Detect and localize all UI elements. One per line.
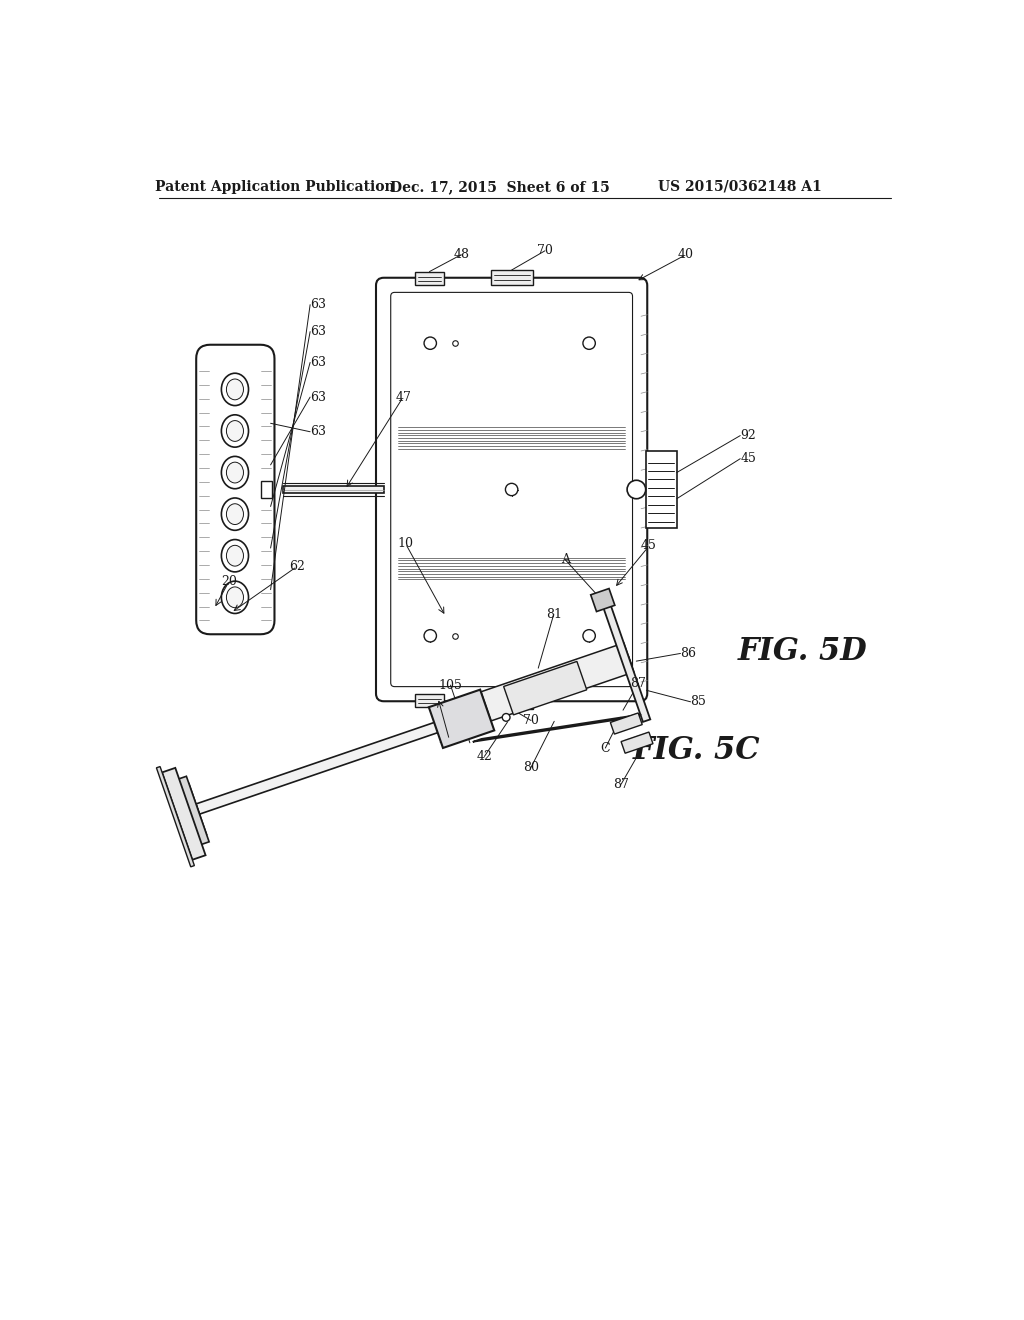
Ellipse shape <box>226 545 244 566</box>
Circle shape <box>627 480 646 499</box>
Ellipse shape <box>221 457 249 488</box>
Ellipse shape <box>221 374 249 405</box>
Ellipse shape <box>226 504 244 524</box>
Circle shape <box>424 337 436 350</box>
Text: 10: 10 <box>397 537 414 550</box>
Bar <box>261 480 272 498</box>
Ellipse shape <box>221 540 249 572</box>
Ellipse shape <box>226 587 244 607</box>
Polygon shape <box>591 589 614 611</box>
Text: 106: 106 <box>437 734 462 746</box>
Text: 70: 70 <box>537 244 553 257</box>
Text: 63: 63 <box>310 298 326 312</box>
Polygon shape <box>177 776 209 845</box>
Text: 48: 48 <box>454 248 469 261</box>
Ellipse shape <box>221 581 249 614</box>
Text: 87: 87 <box>613 777 629 791</box>
Polygon shape <box>283 486 384 494</box>
Polygon shape <box>196 656 632 814</box>
Text: 85: 85 <box>690 696 707 709</box>
Polygon shape <box>622 733 653 754</box>
Text: 87: 87 <box>631 677 646 690</box>
Text: C: C <box>600 742 610 755</box>
Circle shape <box>583 630 595 642</box>
Ellipse shape <box>226 462 244 483</box>
Ellipse shape <box>226 421 244 441</box>
Polygon shape <box>602 603 650 722</box>
Text: FIG. 5C: FIG. 5C <box>633 735 760 766</box>
Text: A: A <box>561 553 569 566</box>
Text: 80: 80 <box>523 762 539 774</box>
Polygon shape <box>429 689 495 748</box>
FancyBboxPatch shape <box>391 293 633 686</box>
Text: 20: 20 <box>221 576 237 589</box>
Ellipse shape <box>226 379 244 400</box>
Polygon shape <box>504 661 587 715</box>
Text: 63: 63 <box>310 325 326 338</box>
Text: 63: 63 <box>310 391 326 404</box>
Text: 45: 45 <box>740 453 756 465</box>
Polygon shape <box>157 767 195 867</box>
Ellipse shape <box>221 498 249 531</box>
Circle shape <box>502 714 510 721</box>
Circle shape <box>583 337 595 350</box>
Polygon shape <box>415 272 444 285</box>
Text: FIG. 5D: FIG. 5D <box>737 636 867 667</box>
Text: US 2015/0362148 A1: US 2015/0362148 A1 <box>658 180 822 194</box>
Circle shape <box>424 630 436 642</box>
Text: 92: 92 <box>740 429 756 442</box>
Text: 63: 63 <box>310 425 326 438</box>
Text: 42: 42 <box>476 750 493 763</box>
Polygon shape <box>415 693 444 708</box>
Text: Dec. 17, 2015  Sheet 6 of 15: Dec. 17, 2015 Sheet 6 of 15 <box>390 180 610 194</box>
FancyBboxPatch shape <box>376 277 647 701</box>
Text: Patent Application Publication: Patent Application Publication <box>156 180 395 194</box>
Text: 62: 62 <box>289 560 305 573</box>
Text: 45: 45 <box>641 540 657 553</box>
Polygon shape <box>646 451 677 528</box>
Ellipse shape <box>221 414 249 447</box>
FancyBboxPatch shape <box>197 345 274 635</box>
Polygon shape <box>490 693 534 709</box>
Polygon shape <box>490 271 534 285</box>
Circle shape <box>506 483 518 495</box>
Text: 47: 47 <box>395 391 411 404</box>
Text: 63: 63 <box>310 356 326 370</box>
Polygon shape <box>162 768 206 859</box>
Text: 40: 40 <box>678 248 694 261</box>
Text: 105: 105 <box>438 678 463 692</box>
Text: 70: 70 <box>523 714 539 727</box>
Polygon shape <box>481 643 634 721</box>
Polygon shape <box>473 714 641 742</box>
Polygon shape <box>610 713 642 734</box>
Text: 81: 81 <box>546 607 562 620</box>
Polygon shape <box>181 784 207 837</box>
Text: 48: 48 <box>454 710 469 723</box>
Text: 86: 86 <box>681 647 696 660</box>
